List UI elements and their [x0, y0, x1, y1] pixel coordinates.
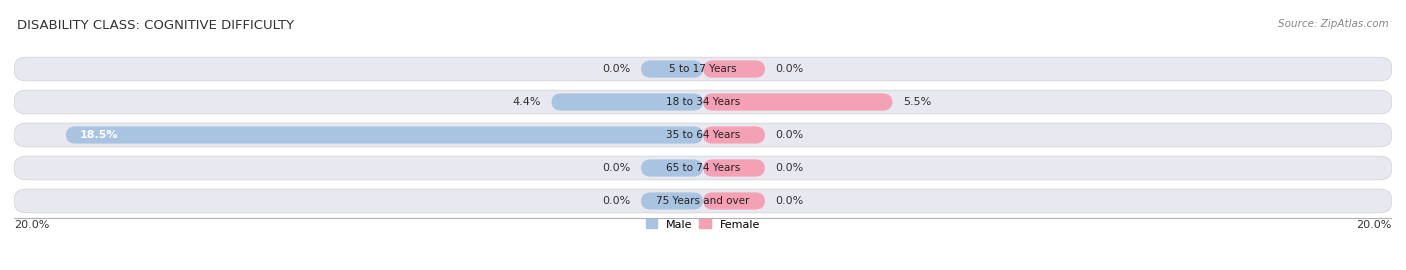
Text: 0.0%: 0.0% — [775, 196, 804, 206]
FancyBboxPatch shape — [703, 93, 893, 111]
Text: 4.4%: 4.4% — [513, 97, 541, 107]
Text: 0.0%: 0.0% — [775, 163, 804, 173]
FancyBboxPatch shape — [703, 60, 765, 77]
FancyBboxPatch shape — [14, 123, 1392, 147]
FancyBboxPatch shape — [14, 57, 1392, 81]
Text: 5.5%: 5.5% — [903, 97, 931, 107]
FancyBboxPatch shape — [703, 159, 765, 177]
Text: 75 Years and over: 75 Years and over — [657, 196, 749, 206]
FancyBboxPatch shape — [641, 159, 703, 177]
Text: 20.0%: 20.0% — [14, 220, 49, 230]
FancyBboxPatch shape — [641, 193, 703, 210]
Text: 5 to 17 Years: 5 to 17 Years — [669, 64, 737, 74]
FancyBboxPatch shape — [66, 126, 703, 144]
Text: 18 to 34 Years: 18 to 34 Years — [666, 97, 740, 107]
Text: 20.0%: 20.0% — [1357, 220, 1392, 230]
FancyBboxPatch shape — [551, 93, 703, 111]
FancyBboxPatch shape — [14, 90, 1392, 114]
FancyBboxPatch shape — [14, 189, 1392, 213]
Text: 65 to 74 Years: 65 to 74 Years — [666, 163, 740, 173]
Text: 0.0%: 0.0% — [775, 130, 804, 140]
FancyBboxPatch shape — [14, 156, 1392, 180]
Text: 0.0%: 0.0% — [602, 196, 631, 206]
Text: 0.0%: 0.0% — [775, 64, 804, 74]
FancyBboxPatch shape — [703, 126, 765, 144]
Text: DISABILITY CLASS: COGNITIVE DIFFICULTY: DISABILITY CLASS: COGNITIVE DIFFICULTY — [17, 19, 294, 32]
Text: 18.5%: 18.5% — [80, 130, 118, 140]
FancyBboxPatch shape — [703, 193, 765, 210]
FancyBboxPatch shape — [641, 60, 703, 77]
Legend: Male, Female: Male, Female — [647, 219, 759, 230]
Text: 35 to 64 Years: 35 to 64 Years — [666, 130, 740, 140]
Text: 0.0%: 0.0% — [602, 64, 631, 74]
Text: Source: ZipAtlas.com: Source: ZipAtlas.com — [1278, 19, 1389, 29]
Text: 0.0%: 0.0% — [602, 163, 631, 173]
